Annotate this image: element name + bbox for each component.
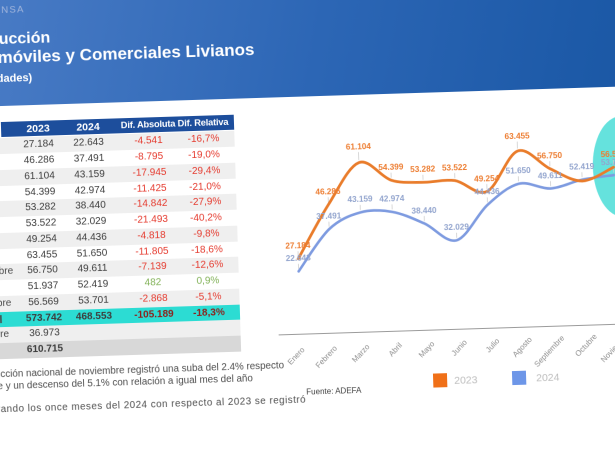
svg-text:Agosto: Agosto: [511, 335, 535, 359]
svg-text:27.184: 27.184: [285, 241, 311, 251]
svg-text:53.522: 53.522: [442, 163, 468, 173]
svg-text:43.159: 43.159: [347, 195, 373, 205]
svg-text:Noviembre: Noviembre: [599, 331, 615, 365]
svg-text:46.286: 46.286: [315, 187, 341, 197]
svg-text:53.701: 53.701: [601, 157, 615, 167]
svg-text:Marzo: Marzo: [350, 342, 372, 364]
svg-text:63.455: 63.455: [504, 131, 530, 141]
svg-text:32.029: 32.029: [444, 222, 470, 232]
svg-text:56.750: 56.750: [537, 151, 563, 161]
svg-text:Septiembre: Septiembre: [533, 334, 567, 369]
svg-text:49.611: 49.611: [538, 171, 563, 181]
svg-text:44.436: 44.436: [474, 187, 500, 197]
svg-text:22.643: 22.643: [286, 254, 312, 264]
svg-text:Junio: Junio: [450, 337, 470, 357]
svg-text:51.650: 51.650: [506, 166, 532, 176]
svg-text:53.282: 53.282: [410, 165, 436, 175]
svg-text:49.254: 49.254: [474, 174, 500, 184]
svg-text:38.440: 38.440: [411, 206, 437, 216]
svg-text:42.974: 42.974: [379, 194, 405, 204]
svg-text:52.419: 52.419: [569, 162, 595, 172]
svg-text:37.491: 37.491: [316, 211, 342, 221]
svg-text:Mayo: Mayo: [417, 339, 437, 360]
svg-text:Abril: Abril: [387, 341, 404, 359]
svg-text:54.399: 54.399: [378, 162, 404, 172]
svg-text:Febrero: Febrero: [314, 343, 340, 370]
svg-text:Julio: Julio: [484, 336, 502, 354]
svg-text:Octubre: Octubre: [573, 332, 599, 358]
svg-text:61.104: 61.104: [346, 142, 372, 152]
